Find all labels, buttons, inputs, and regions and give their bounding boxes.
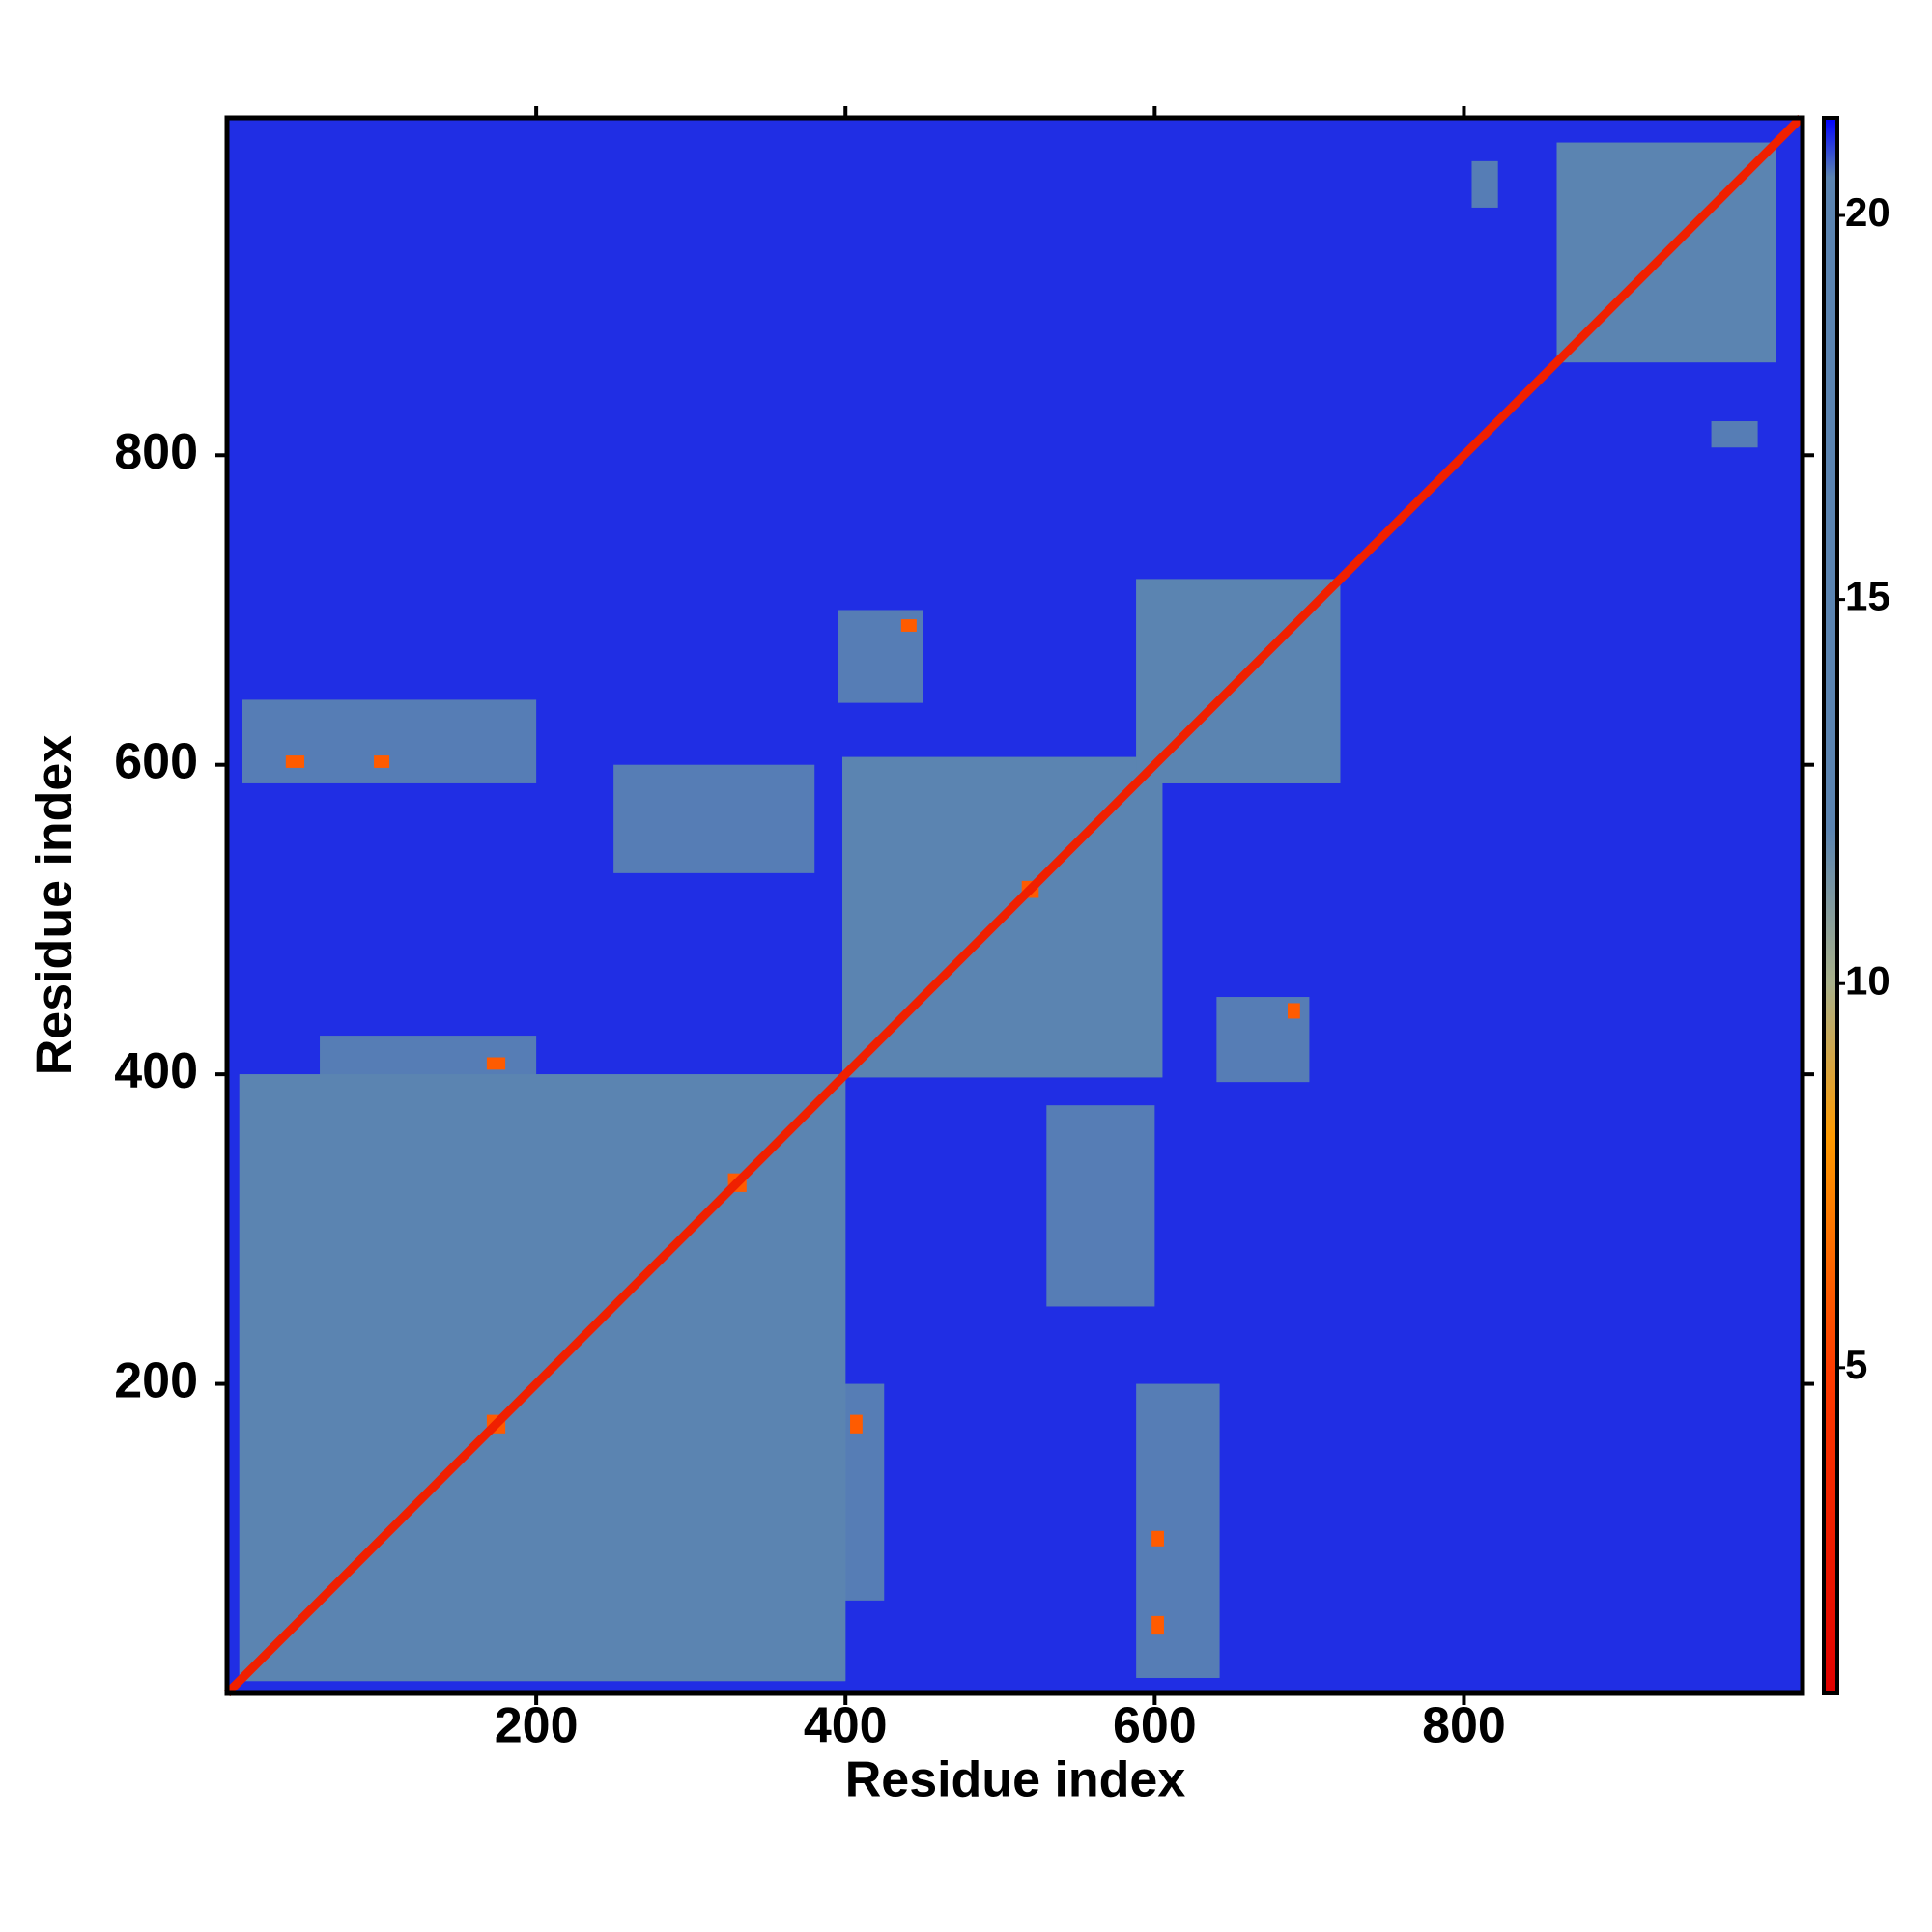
x-axis-title: Residue index bbox=[845, 1752, 1186, 1808]
region-cell bbox=[850, 1414, 863, 1434]
x-tick-label: 800 bbox=[1422, 1698, 1506, 1754]
region-cell-mirror bbox=[374, 755, 390, 768]
plot-frame bbox=[224, 115, 1805, 1696]
y-tick-label: 400 bbox=[114, 1043, 198, 1099]
diagonal bbox=[223, 114, 1804, 1697]
colorbar bbox=[1822, 116, 1839, 1695]
region-cell-mirror bbox=[613, 764, 815, 873]
region-cell-mirror bbox=[900, 619, 917, 632]
colorbar-tick-label: 20 bbox=[1845, 189, 1890, 235]
region-cell bbox=[1711, 421, 1758, 448]
region-cell-mirror bbox=[320, 1036, 537, 1078]
region-cell-mirror bbox=[486, 1057, 506, 1070]
x-tick-label: 400 bbox=[804, 1698, 888, 1754]
y-tick-label: 200 bbox=[114, 1352, 198, 1408]
x-tick-label: 600 bbox=[1113, 1698, 1197, 1754]
region-cell bbox=[1136, 1383, 1220, 1678]
colorbar-tick-label: 10 bbox=[1845, 957, 1890, 1003]
region-cell-mirror bbox=[1471, 160, 1498, 208]
region-cell bbox=[1288, 1003, 1300, 1019]
region-cell bbox=[1151, 1615, 1164, 1635]
region-cell bbox=[842, 1383, 885, 1601]
region-cell-mirror bbox=[285, 755, 305, 768]
y-axis-title: Residue index bbox=[27, 735, 83, 1076]
heatmap bbox=[223, 114, 1804, 1697]
y-tick-label: 800 bbox=[114, 424, 198, 480]
region-cell-mirror bbox=[242, 699, 537, 783]
region-cell bbox=[1046, 1105, 1155, 1307]
colorbar-tick-label: 5 bbox=[1845, 1342, 1867, 1387]
region-cell bbox=[1151, 1530, 1164, 1547]
colorbar-tick-label: 15 bbox=[1845, 574, 1890, 619]
x-tick-label: 200 bbox=[495, 1698, 579, 1754]
y-tick-label: 600 bbox=[114, 733, 198, 789]
